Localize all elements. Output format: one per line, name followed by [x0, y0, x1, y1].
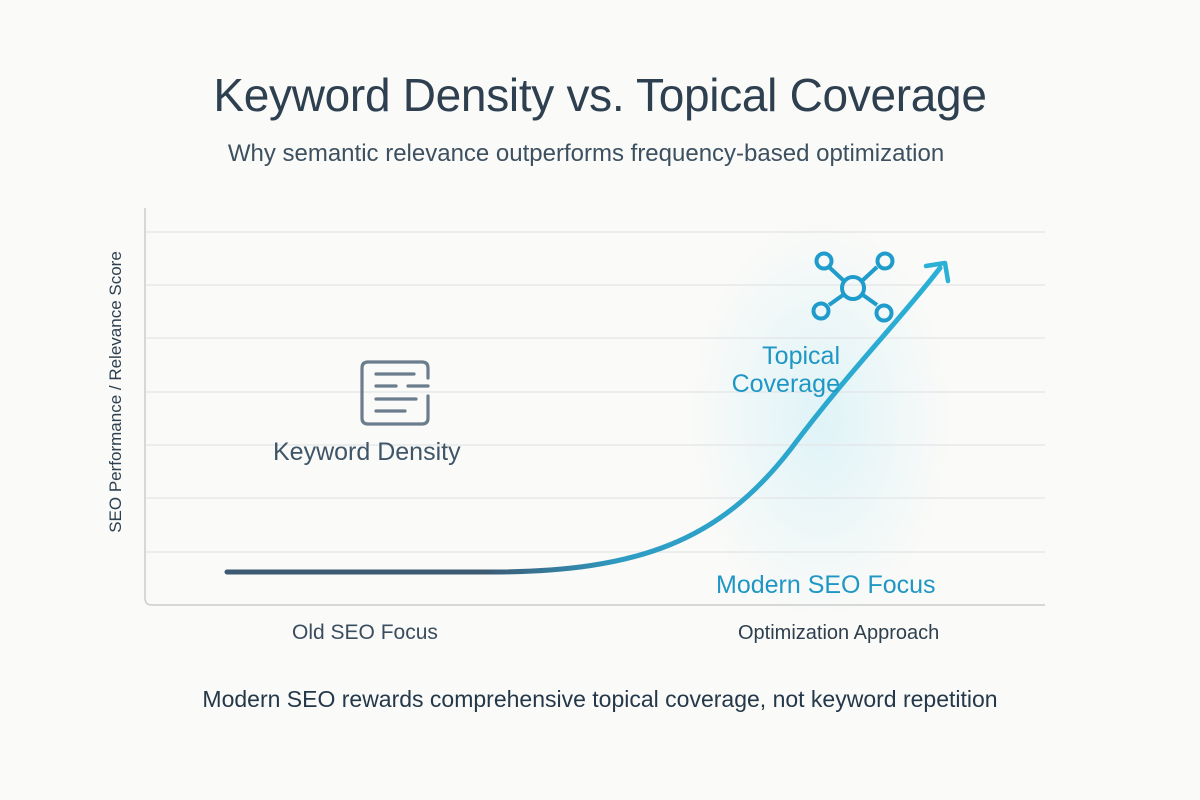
topical-coverage-line2: Coverage [731, 370, 840, 398]
keyword-density-label: Keyword Density [273, 438, 461, 466]
chart-caption: Modern SEO rewards comprehensive topical… [202, 686, 998, 712]
modern-seo-focus-label: Modern SEO Focus [716, 571, 936, 599]
network-nodes-icon [811, 251, 895, 323]
page-title: Keyword Density vs. Topical Coverage [213, 69, 987, 121]
topical-coverage-line1: Topical [762, 342, 840, 370]
grid-lines [146, 231, 1045, 553]
curve-glow [690, 220, 950, 620]
old-seo-focus-label: Old SEO Focus [292, 621, 438, 644]
document-lines-icon [360, 360, 430, 426]
x-axis-label: Optimization Approach [738, 622, 940, 644]
page-subtitle: Why semantic relevance outperforms frequ… [227, 140, 945, 167]
topical-coverage-label: Topical Coverage [700, 342, 840, 398]
y-axis-label: SEO Performance / Relevance Score [106, 251, 125, 533]
chart-axes [144, 208, 1045, 606]
arrow-head-icon [923, 260, 951, 284]
performance-curve [224, 265, 943, 575]
